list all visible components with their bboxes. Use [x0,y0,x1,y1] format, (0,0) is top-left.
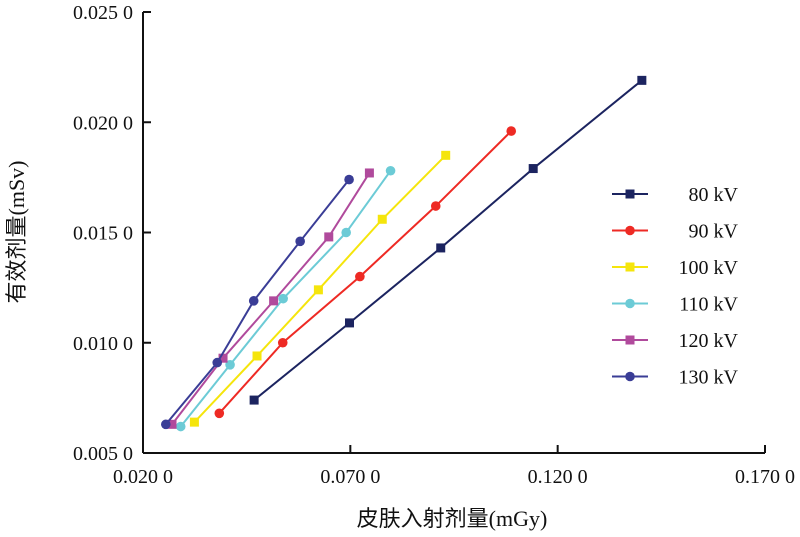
data-point [364,168,374,178]
series-110kv [175,165,396,432]
data-point [269,296,279,306]
data-point [189,417,199,427]
data-point [637,75,647,85]
series-layer [161,75,647,432]
y-tick-label: 0.025 0 [73,2,133,24]
y-tick-label: 0.015 0 [73,223,133,245]
series-130kv [161,174,354,430]
legend-label: 80 kV [689,184,739,206]
data-point [341,227,351,238]
series-80kv [249,75,647,405]
data-point [277,337,288,348]
data-point [167,419,177,429]
legend-swatch-marker [625,371,635,382]
y-tick-label: 0.005 0 [73,443,133,465]
legend-swatch-marker [625,262,635,272]
legend-item: 90 kV [612,221,739,243]
data-point [161,419,171,430]
series-line [253,79,643,401]
data-point [214,408,225,419]
y-tick-label: 0.020 0 [73,112,133,134]
y-tick-label: 0.010 0 [73,333,133,355]
legend-item: 120 kV [612,330,739,352]
data-point [313,285,323,295]
data-point [441,150,451,160]
x-tick-label: 0.120 0 [528,466,588,488]
data-point [345,318,355,328]
x-axis-title: 皮肤入射剂量(mGy) [357,506,548,531]
legend: 80 kV 90 kV 100 kV 110 kV 120 kV 130 kV [612,184,739,389]
legend-swatch-marker [625,189,635,199]
legend-label: 130 kV [679,367,739,389]
axes: 0.005 0 0.010 0 0.015 0 0.020 0 0.025 0 0.020… [73,2,795,488]
legend-item: 110 kV [612,294,739,316]
x-tick-label: 0.070 0 [320,466,380,488]
data-point [175,421,186,432]
data-point [430,201,441,211]
legend-swatch-marker [625,225,635,236]
data-point [248,296,259,306]
data-point [324,232,334,242]
data-point [506,126,517,136]
legend-swatch-marker [625,335,635,345]
data-point [249,395,259,405]
data-point [212,357,223,368]
data-point [252,351,262,361]
legend-label: 100 kV [679,257,739,279]
legend-item: 80 kV [612,184,739,206]
x-tick-label: 0.170 0 [735,466,795,488]
data-point [218,353,228,363]
data-point [436,243,446,253]
data-point [528,164,538,174]
data-point [295,236,305,247]
legend-label: 110 kV [679,294,738,316]
legend-label: 90 kV [689,221,739,243]
data-point [225,360,235,370]
data-point [344,174,354,185]
legend-swatch-marker [625,298,635,309]
legend-item: 100 kV [612,257,739,279]
y-axis-title: 有效剂量(mSv) [4,160,29,303]
data-point [355,271,365,282]
series-120kv [167,168,374,429]
data-point [377,214,387,224]
legend-label: 120 kV [679,330,739,352]
series-90kv [214,126,517,419]
x-tick-label: 0.020 0 [113,466,173,488]
legend-item: 130 kV [612,367,739,389]
data-point [278,293,288,304]
series-100kv [189,150,451,427]
data-point [385,165,396,176]
